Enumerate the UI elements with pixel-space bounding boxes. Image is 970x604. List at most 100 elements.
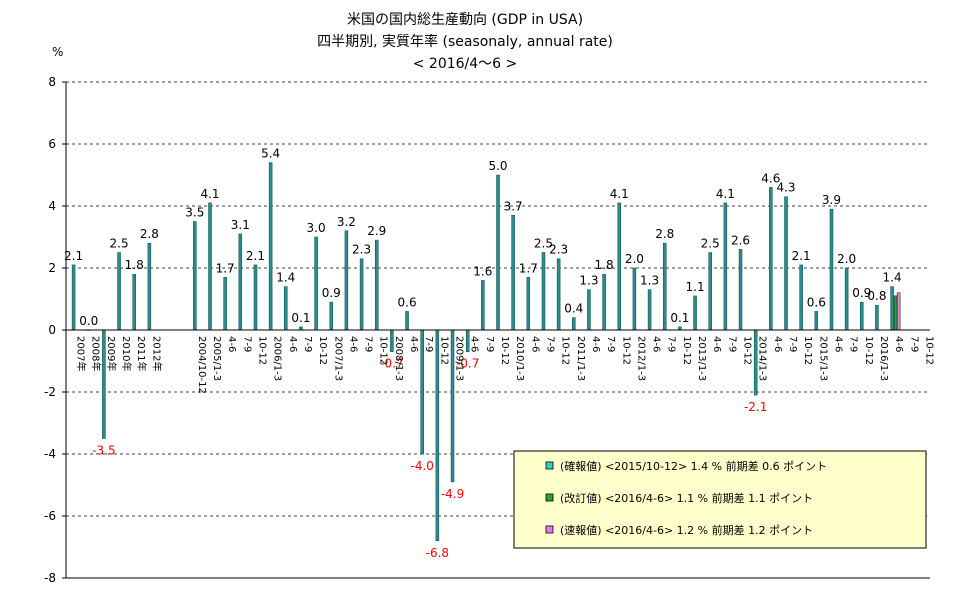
- bar-kakuho: [496, 174, 500, 331]
- bar-kakuho: [814, 311, 819, 331]
- data-label: 1.8: [595, 258, 614, 272]
- legend-entry-kaitei: (改訂値) <2016/4-6> 1.1 % 前期差 1.1 ポイント: [560, 491, 813, 505]
- data-label: -0.7: [380, 357, 403, 371]
- data-label: 2.0: [625, 252, 644, 266]
- chart-title: 米国の国内総生産動向 (GDP in USA) 四半期別, 実質年率 (seas…: [317, 12, 613, 72]
- x-tick-label: 2005/1-3: [211, 336, 222, 381]
- data-label: 4.3: [776, 181, 795, 195]
- x-tick-label: 2015/1-3: [817, 336, 828, 381]
- x-tick-label: 10-12: [378, 336, 389, 365]
- x-tick-label: 4-6: [287, 336, 298, 352]
- bar-kakuho: [541, 252, 546, 331]
- x-tick-label: 10-12: [620, 336, 631, 365]
- data-label: 1.1: [686, 280, 705, 294]
- x-tick-label: 4-6: [832, 336, 843, 352]
- x-tick-label: 2009/1-3: [454, 336, 465, 381]
- x-tick-label: 4-6: [651, 336, 662, 352]
- bar-kakuho: [132, 273, 136, 331]
- bar-kakuho: [556, 258, 561, 331]
- legend-swatch-kakuho: [545, 461, 554, 470]
- data-label: 4.1: [200, 187, 219, 201]
- x-tick-label: 4-6: [590, 336, 601, 352]
- bar-kakuho: [71, 264, 76, 331]
- bar-kakuho: [723, 202, 728, 331]
- data-label: 0.1: [291, 311, 310, 325]
- x-tick-label: 4-6: [529, 336, 540, 352]
- bar-kakuho: [329, 301, 334, 331]
- x-tick-label: 10-12: [681, 336, 692, 365]
- bar-kakuho: [268, 162, 273, 331]
- y-tick-label: 4: [48, 199, 56, 213]
- y-tick-label: 6: [48, 137, 56, 151]
- data-label: 3.2: [337, 215, 356, 229]
- data-label: -3.5: [92, 444, 115, 458]
- x-tick-label: 10-12: [317, 336, 328, 365]
- bar-kakuho: [208, 202, 212, 331]
- x-tick-label: 4-6: [408, 336, 419, 352]
- bar-kakuho: [693, 295, 697, 331]
- chart-title-line-1: 米国の国内総生産動向 (GDP in USA): [347, 12, 583, 28]
- data-label: 2.1: [792, 249, 811, 263]
- x-tick-label: 4-6: [711, 336, 722, 352]
- x-tick-label: 4-6: [893, 336, 904, 352]
- data-label: 1.7: [216, 261, 235, 275]
- x-tick-label: 10-12: [256, 336, 267, 365]
- bar-kakuho: [769, 187, 773, 331]
- bar-kakuho: [223, 277, 227, 331]
- y-tick-label: 0: [48, 323, 56, 337]
- data-label: 2.5: [701, 237, 720, 251]
- x-tick-label: 2004/10-12: [196, 336, 207, 394]
- data-label: 2.8: [140, 227, 159, 241]
- legend-entry-kakuho: (確報値) <2015/10-12> 1.4 % 前期差 0.6 ポイント: [560, 459, 827, 473]
- data-labels: 2.1 0.0 -3.5 2.5 1.8 2.8 3.5 4.1 1.7 3.1 2.1 5.4 1.4…: [64, 147, 902, 560]
- data-label: -2.1: [744, 400, 767, 414]
- x-tick-label: 2008/1-3: [393, 336, 404, 381]
- x-tick-label: 7-9: [302, 336, 313, 352]
- legend-entry-sokuho: (速報値) <2016/4-6> 1.2 % 前期差 1.2 ポイント: [560, 523, 813, 537]
- x-tick-label: 2012/1-3: [635, 336, 646, 381]
- data-label: 0.8: [867, 289, 886, 303]
- data-label: 2.3: [352, 243, 371, 257]
- bar-kakuho: [632, 267, 637, 331]
- data-label: 4.6: [761, 171, 780, 185]
- y-axis-unit-label: %: [52, 45, 63, 59]
- data-label: 3.5: [185, 206, 204, 220]
- bar-kakuho: [572, 317, 576, 331]
- x-tick-label: 7-9: [484, 336, 495, 352]
- category-labels: 2007年 2008年 2009年 2010年 2011年 2012年 2004/10-12…: [75, 336, 935, 394]
- x-tick-label: 10-12: [923, 336, 934, 365]
- bar-kakuho: [890, 286, 894, 331]
- data-label: 2.5: [110, 237, 129, 251]
- data-label: 0.4: [564, 302, 583, 316]
- data-label: 1.7: [519, 261, 538, 275]
- x-tick-label: 4-6: [772, 336, 783, 352]
- x-tick-label: 7-9: [848, 336, 859, 352]
- data-label: 2.9: [367, 224, 386, 238]
- x-tick-label: 2008年: [90, 336, 103, 371]
- data-label: -0.7: [456, 357, 479, 371]
- x-tick-label: 10-12: [560, 336, 571, 365]
- x-tick-label: 4-6: [469, 336, 480, 352]
- x-tick-label: 2012年: [150, 336, 163, 371]
- data-label: 1.3: [579, 274, 598, 288]
- data-label: 2.0: [837, 252, 856, 266]
- x-tick-label: 7-9: [787, 336, 798, 352]
- x-tick-label: 2007年: [75, 336, 88, 371]
- bar-kakuho: [799, 264, 803, 331]
- y-tick-label: 8: [48, 75, 56, 89]
- x-tick-label: 2013/1-3: [696, 336, 707, 381]
- x-tick-label: 10-12: [802, 336, 813, 365]
- y-tick-label: -8: [44, 571, 56, 585]
- x-tick-label: 4-6: [226, 336, 237, 352]
- data-label: 3.0: [307, 221, 326, 235]
- data-label: 2.3: [549, 243, 568, 257]
- bar-kakuho: [359, 258, 364, 331]
- x-tick-label: 10-12: [863, 336, 874, 365]
- chart-title-line-3: < 2016/4～6 >: [413, 56, 518, 72]
- y-tick-label: -6: [44, 509, 56, 523]
- bar-sokuho: [896, 292, 901, 331]
- bar-kakuho: [253, 264, 258, 331]
- x-tick-label: 2007/1-3: [332, 336, 343, 381]
- bar-kakuho: [662, 242, 667, 331]
- data-label: 2.1: [64, 249, 83, 263]
